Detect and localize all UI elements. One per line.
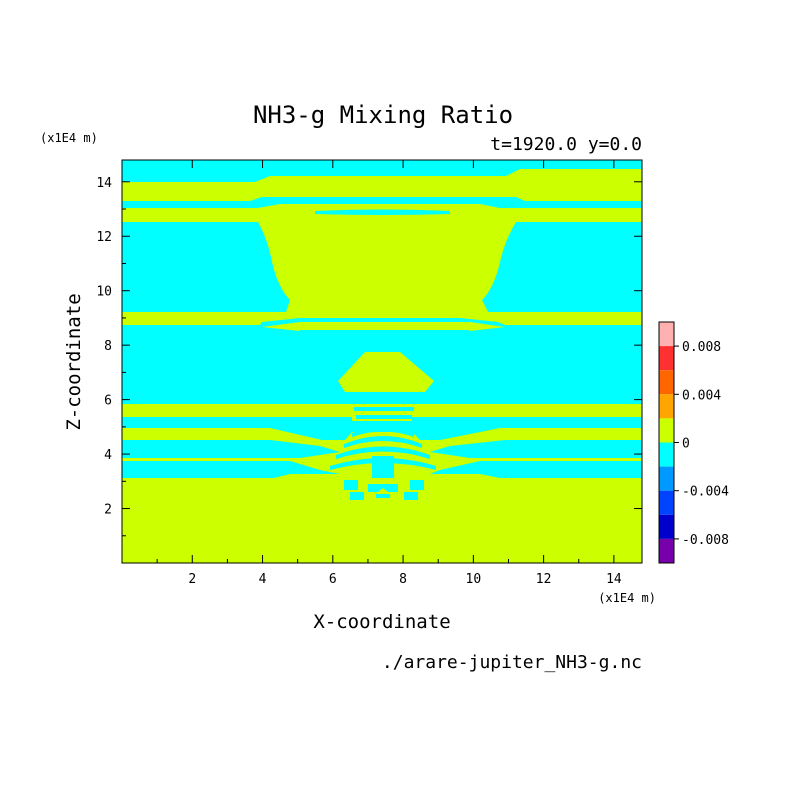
x-axis-title: X-coordinate: [313, 611, 450, 633]
x-tick-label: 6: [329, 572, 337, 587]
y-axis-title: Z-coordinate: [63, 293, 85, 430]
y-tick-label: 6: [104, 394, 112, 409]
x-tick-label: 10: [466, 572, 482, 587]
filename-label: ./arare-jupiter_NH3-g.nc: [382, 652, 642, 673]
colorbar: 0.008 0.004 0 -0.004 -0.008: [658, 321, 729, 564]
y-tick-label: 2: [104, 503, 112, 518]
y-tick-label: 8: [104, 339, 112, 354]
colorbar-swatch: [659, 466, 674, 491]
central-pattern: [330, 398, 436, 500]
cyan-region-right: [482, 222, 642, 312]
x-tick-label: 12: [536, 572, 552, 587]
cyan-stripe-2: [122, 440, 340, 458]
y-unit-label: (x1E4 m): [40, 131, 98, 145]
cyan-region-top: [122, 160, 642, 182]
cyan-region-left: [122, 222, 290, 312]
y-tick-label: 10: [96, 285, 112, 300]
cyan-region-middle: [122, 318, 642, 404]
colorbar-label: 0.008: [682, 340, 721, 355]
y-tick-label: 14: [96, 176, 112, 191]
cyan-stripe-3: [122, 461, 340, 478]
cyan-region-upper-band: [122, 197, 642, 208]
cyan-small-notch: [262, 322, 505, 331]
axes: 2 4 6 8 10 12 14 2 4 6 8 10 12 14: [96, 160, 642, 587]
colorbar-swatch: [659, 490, 674, 515]
colorbar-swatch: [659, 418, 674, 443]
colorbar-swatch: [659, 346, 674, 371]
chart-title: NH3-g Mixing Ratio: [253, 101, 513, 129]
colorbar-label: 0: [682, 437, 690, 452]
x-tick-label: 8: [399, 572, 407, 587]
colorbar-swatch: [659, 370, 674, 395]
plot-frame: [121, 159, 643, 564]
colorbar-swatch: [659, 538, 674, 563]
x-tick-label: 2: [188, 572, 196, 587]
colorbar-label: -0.008: [682, 533, 729, 548]
y-tick-label: 12: [96, 230, 112, 245]
x-tick-label: 4: [259, 572, 267, 587]
x-unit-label: (x1E4 m): [598, 591, 656, 605]
colorbar-label: -0.004: [682, 485, 729, 500]
cyan-thin-streak: [315, 209, 450, 215]
colorbar-swatch: [659, 322, 674, 347]
plot-area: [121, 159, 643, 564]
colorbar-swatch: [659, 442, 674, 467]
colorbar-label: 0.004: [682, 388, 721, 403]
cyan-notch-line: [300, 330, 470, 334]
chart-subtitle: t=1920.0 y=0.0: [490, 134, 642, 155]
colorbar-swatch: [659, 514, 674, 539]
cyan-stripe-2r: [430, 440, 642, 458]
colorbar-swatch: [659, 394, 674, 419]
cyan-stripe-3r: [430, 461, 642, 478]
x-tick-label: 14: [606, 572, 622, 587]
y-tick-label: 4: [104, 448, 112, 463]
